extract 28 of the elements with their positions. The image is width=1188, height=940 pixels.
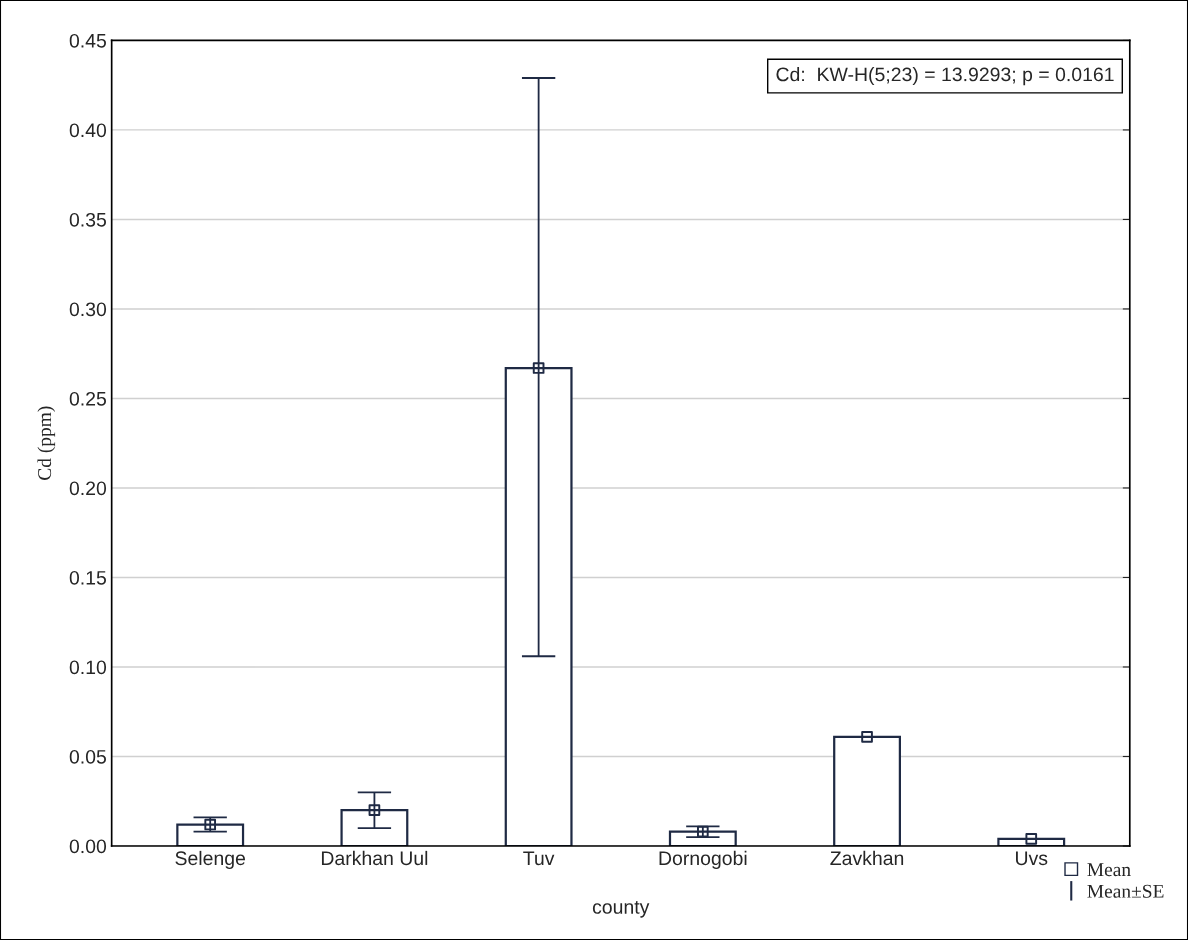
legend-label: Mean: [1087, 863, 1131, 877]
annotation: Cd: KW-H(5;23) = 13.9293; p = 0.0161: [776, 67, 1114, 86]
x-tick-label: Darkhan Uul: [321, 850, 428, 866]
y-tick-label: 0.30: [69, 302, 107, 317]
x-tick-label: Selenge: [175, 850, 246, 869]
y-tick-label: 0.45: [69, 33, 106, 48]
point: [1025, 833, 1038, 845]
y-tick-label: 0.25: [69, 391, 106, 406]
y-tick-label: 0.05: [69, 749, 106, 764]
y-tick-label: 0.10: [69, 660, 107, 675]
point: [861, 730, 873, 743]
y-tick-label: 0.35: [69, 212, 106, 227]
y-axis-title: Cd (ppm): [37, 406, 56, 480]
x-tick-label: Uvs: [1016, 851, 1048, 866]
y-tick-label: 0.40: [69, 123, 107, 138]
x-tick-label: Zavkhan: [830, 850, 904, 866]
text: Mean±SE: [1087, 884, 1164, 898]
bar: [833, 735, 901, 846]
point: [532, 362, 545, 374]
point: [368, 804, 381, 817]
y-tick-label: 0.20: [69, 481, 107, 496]
x-tick-label: Tuv: [523, 851, 555, 866]
point: [697, 825, 709, 838]
point: [204, 818, 217, 831]
x-axis-title: county: [592, 901, 650, 918]
y-tick-label: 0.00: [69, 839, 107, 854]
y-tick-label: 0.15: [69, 570, 106, 585]
x-tick-label: Dornogobi: [659, 850, 747, 869]
